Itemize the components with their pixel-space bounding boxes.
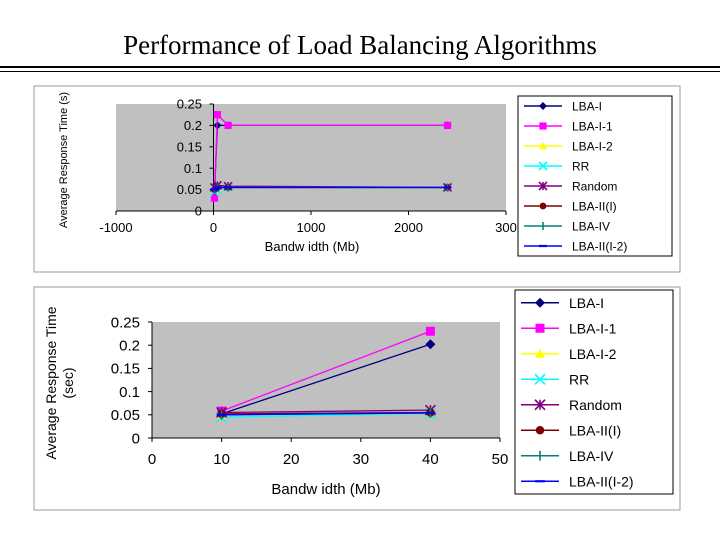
chart-bottom-x-tick-label: 40 — [422, 451, 439, 468]
chart-top-legend-marker-rr — [538, 161, 548, 171]
chart-top-x-tick-label: 2000 — [394, 220, 423, 235]
chart-bottom-legend-label-random: Random — [569, 397, 622, 413]
chart-top-y-tick-label: 0.25 — [177, 97, 202, 112]
chart-top-line-lba-i-1 — [213, 113, 448, 199]
chart-top-x-tick-label: 300 — [495, 220, 517, 235]
chart-top-point-lba-i-1 — [210, 194, 219, 202]
chart-top-x-tick-label: 1000 — [297, 220, 326, 235]
chart-bottom-x-tick-label: 50 — [492, 451, 509, 468]
chart-bottom-legend-marker-rr — [534, 373, 546, 385]
chart-bottom-x-tick-label: 30 — [352, 451, 369, 468]
chart-top-legend-label-random: Random — [572, 179, 617, 193]
chart-top-legend-label-lba-iv: LBA-IV — [572, 219, 610, 233]
chart-bottom-legend-marker-lba-i — [535, 297, 545, 308]
chart-top-x-axis-title: Bandw idth (Mb) — [265, 239, 360, 254]
chart-top-legend-label-lba-i-1: LBA-I-1 — [572, 119, 613, 133]
chart-bottom-y-axis-title-line: Average Response Time — [43, 306, 59, 459]
chart-bottom-y-tick-label: 0.05 — [111, 407, 140, 424]
chart-bottom-y-tick-label: 0.2 — [119, 337, 140, 354]
chart-bottom-legend-label-lba-i-1: LBA-I-1 — [569, 320, 617, 336]
chart-bottom-legend-marker-lba-i-1 — [535, 323, 545, 333]
chart-top-legend-label-rr: RR — [572, 159, 590, 173]
chart-bottom-line-lba-i-1 — [221, 330, 431, 412]
slide-title: Performance of Load Balancing Algorithms — [123, 30, 597, 60]
chart-top-legend-marker-lba-i-1 — [539, 122, 547, 130]
chart-top-plot-area — [116, 104, 506, 211]
chart-bottom-line-random — [221, 409, 431, 414]
chart-bottom-plot-area — [152, 322, 500, 438]
chart-top-series-lba-i-1 — [210, 111, 452, 202]
chart-bottom-legend-label-lba-i-2: LBA-I-2 — [569, 346, 617, 362]
chart-top-legend-label-lba-ii-i-2: LBA-II(I-2) — [572, 239, 627, 253]
chart-top-legend-label-lba-i: LBA-I — [572, 99, 602, 113]
chart-top-legend-marker-random — [538, 181, 548, 191]
chart-top-y-axis-title: Average Response Time (s) — [58, 92, 70, 228]
chart-bottom-line-rr — [221, 412, 431, 418]
chart-bottom-x-axis-title: Bandw idth (Mb) — [271, 481, 380, 498]
chart-bottom-legend-marker-lba-ii-i — [535, 426, 545, 435]
chart-bottom-line-lba-ii-i-2 — [221, 412, 431, 416]
chart-top-x-tick-label: -1000 — [99, 220, 132, 235]
chart-top-y-tick-label: 0 — [195, 204, 202, 219]
title-rule-thin — [0, 71, 720, 72]
chart-bottom-y-axis-title-line: (sec) — [60, 367, 76, 398]
chart-top-legend-label-lba-ii-i: LBA-II(I) — [572, 199, 617, 213]
chart-bottom-legend-label-lba-i: LBA-I — [569, 295, 604, 311]
chart-bottom-x-tick-label: 0 — [148, 451, 156, 468]
chart-bottom-legend-marker-lba-i-2 — [535, 348, 545, 358]
chart-top-x-tick-label: 0 — [210, 220, 217, 235]
chart-bottom-line-lba-i — [221, 343, 431, 415]
chart-bottom-legend-marker-random — [534, 399, 546, 411]
chart-bottom-legend-label-rr: RR — [569, 371, 589, 387]
chart-top-legend-label-lba-i-2: LBA-I-2 — [572, 139, 613, 153]
chart-bottom-x-tick-label: 20 — [283, 451, 300, 468]
chart-top-point-lba-i-1 — [443, 121, 452, 129]
chart-bottom-legend-label-lba-ii-i: LBA-II(I) — [569, 422, 621, 438]
chart-top-y-tick-label: 0.05 — [177, 182, 202, 197]
chart-bottom-legend-label-lba-iv: LBA-IV — [569, 448, 614, 464]
chart-bottom-x-tick-label: 10 — [213, 451, 230, 468]
chart-top-y-tick-label: 0.15 — [177, 139, 202, 154]
chart-bottom-point-lba-i — [425, 339, 436, 350]
chart-top-legend-marker-lba-i-2 — [539, 142, 547, 150]
chart-bottom-y-tick-label: 0 — [132, 430, 140, 447]
chart-bottom-legend-label-lba-ii-i-2: LBA-II(I-2) — [569, 473, 634, 489]
chart-bottom-point-lba-i-1 — [425, 326, 435, 336]
chart-top-legend-marker-lba-ii-i — [539, 202, 547, 210]
chart-bottom-y-tick-label: 0.25 — [111, 314, 140, 331]
chart-top-series-lba-ii-i-2 — [210, 186, 452, 191]
chart-bottom-y-tick-label: 0.15 — [111, 361, 140, 378]
title-rule-thick — [0, 66, 720, 68]
chart-top-y-tick-label: 0.2 — [184, 118, 202, 133]
chart-bottom-series-lba-ii-i-2 — [216, 411, 436, 416]
chart-top-legend-marker-lba-i — [539, 102, 547, 110]
chart-top-point-lba-i-1 — [213, 111, 221, 119]
chart-top-point-lba-i-1 — [224, 121, 232, 129]
chart-bottom-y-tick-label: 0.1 — [119, 384, 140, 401]
chart-top-y-tick-label: 0.1 — [184, 161, 202, 176]
chart-bottom-y-axis-title: Average Response Time(sec) — [43, 306, 76, 459]
